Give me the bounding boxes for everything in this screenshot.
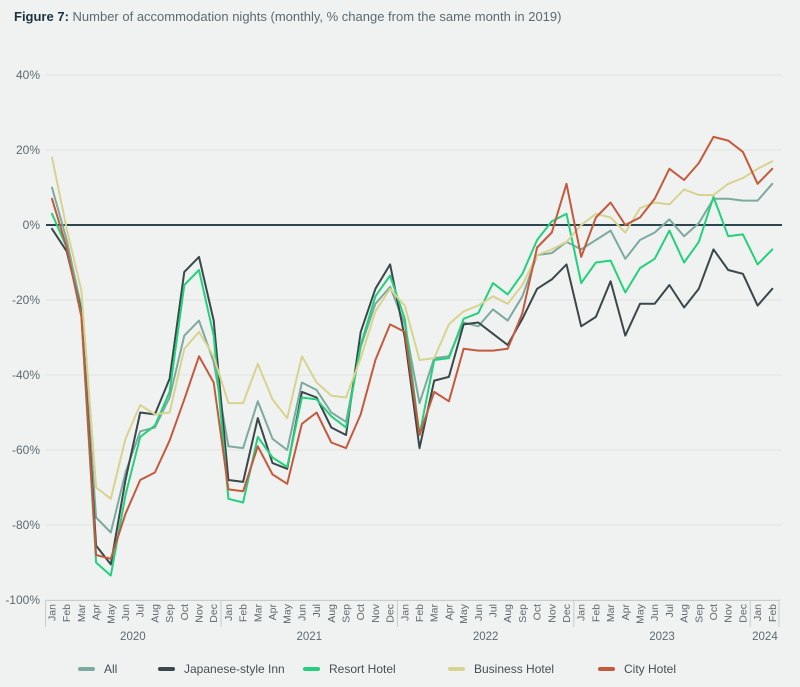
svg-text:Oct: Oct bbox=[708, 604, 720, 620]
svg-text:Aug: Aug bbox=[326, 604, 338, 623]
figure-title: Figure 7: Number of accommodation nights… bbox=[14, 8, 561, 26]
x-axis bbox=[45, 600, 780, 627]
svg-text:-40%: -40% bbox=[12, 368, 40, 382]
figure-label: Figure 7: bbox=[14, 9, 69, 24]
svg-text:Oct: Oct bbox=[179, 604, 191, 620]
series-lines bbox=[51, 135, 774, 577]
legend: All Japanese-style Inn Resort Hotel Busi… bbox=[0, 659, 800, 681]
svg-text:Feb: Feb bbox=[414, 604, 426, 622]
svg-text:Feb: Feb bbox=[767, 604, 779, 622]
resort-hotel-swatch-icon bbox=[303, 667, 320, 671]
figure-title-text: Number of accommodation nights (monthly,… bbox=[68, 9, 562, 24]
svg-text:-20%: -20% bbox=[12, 293, 40, 307]
svg-text:Sep: Sep bbox=[164, 604, 176, 623]
svg-text:2023: 2023 bbox=[649, 631, 675, 643]
month-labels: Jan Feb Mar Apr May Jun Jul Aug Sep Oct Nov Dec Jan F… bbox=[47, 603, 779, 624]
svg-text:Dec: Dec bbox=[561, 604, 573, 623]
svg-text:-60%: -60% bbox=[12, 443, 40, 457]
svg-text:Apr: Apr bbox=[443, 604, 455, 621]
svg-text:May: May bbox=[105, 603, 117, 624]
line-chart: 40%20%0%-20%-40%-60%-80%-100% Jan Feb Mar A… bbox=[5, 68, 782, 643]
japanese-style-inn-swatch-icon bbox=[158, 667, 175, 671]
svg-text:Jul: Jul bbox=[311, 604, 323, 617]
svg-text:Jan: Jan bbox=[223, 604, 235, 621]
legend-label: Resort Hotel bbox=[329, 662, 396, 676]
legend-label: Japanese-style Inn bbox=[184, 662, 285, 676]
svg-text:Dec: Dec bbox=[208, 604, 220, 623]
svg-text:Sep: Sep bbox=[341, 604, 353, 623]
svg-text:Jul: Jul bbox=[488, 604, 500, 617]
svg-text:2022: 2022 bbox=[473, 631, 499, 643]
svg-text:Mar: Mar bbox=[429, 604, 441, 623]
svg-text:Mar: Mar bbox=[76, 604, 88, 623]
svg-text:Jul: Jul bbox=[135, 604, 147, 617]
all-swatch-icon bbox=[78, 667, 95, 671]
svg-text:Mar: Mar bbox=[605, 604, 617, 623]
svg-text:2024: 2024 bbox=[752, 631, 778, 643]
svg-text:May: May bbox=[635, 603, 647, 624]
svg-text:Nov: Nov bbox=[723, 603, 735, 622]
svg-text:Apr: Apr bbox=[620, 604, 632, 621]
business-hotel-swatch-icon bbox=[448, 667, 465, 671]
legend-label: City Hotel bbox=[624, 662, 677, 676]
city-hotel-swatch-icon bbox=[598, 667, 615, 671]
svg-text:Jan: Jan bbox=[752, 604, 764, 621]
svg-text:May: May bbox=[458, 603, 470, 624]
svg-text:Apr: Apr bbox=[267, 604, 279, 621]
legend-item-city-hotel: City Hotel bbox=[598, 659, 676, 679]
svg-text:Aug: Aug bbox=[679, 604, 691, 623]
year-labels: 2020 2021 2022 2023 2024 bbox=[120, 631, 778, 643]
svg-text:Dec: Dec bbox=[385, 604, 397, 623]
svg-text:2020: 2020 bbox=[120, 631, 146, 643]
svg-text:Mar: Mar bbox=[252, 604, 264, 623]
legend-item-japanese-style-inn: Japanese-style Inn bbox=[158, 659, 285, 679]
svg-text:Jun: Jun bbox=[120, 604, 132, 621]
legend-label: Business Hotel bbox=[474, 662, 555, 676]
svg-text:0%: 0% bbox=[23, 218, 41, 232]
svg-text:Oct: Oct bbox=[355, 604, 367, 620]
svg-text:Feb: Feb bbox=[590, 604, 602, 622]
svg-text:Jun: Jun bbox=[296, 604, 308, 621]
svg-text:Nov: Nov bbox=[194, 603, 206, 622]
legend-item-business-hotel: Business Hotel bbox=[448, 659, 554, 679]
svg-text:Aug: Aug bbox=[502, 604, 514, 623]
svg-text:Jul: Jul bbox=[664, 604, 676, 617]
svg-text:Feb: Feb bbox=[61, 604, 73, 622]
svg-text:May: May bbox=[282, 603, 294, 624]
svg-text:Sep: Sep bbox=[693, 604, 705, 623]
svg-text:Aug: Aug bbox=[149, 604, 161, 623]
svg-text:Jan: Jan bbox=[576, 604, 588, 621]
svg-text:Jun: Jun bbox=[473, 604, 485, 621]
legend-item-resort-hotel: Resort Hotel bbox=[303, 659, 396, 679]
svg-text:Dec: Dec bbox=[737, 604, 749, 623]
svg-text:40%: 40% bbox=[16, 68, 40, 82]
svg-text:Apr: Apr bbox=[91, 604, 103, 621]
legend-item-all: All bbox=[78, 659, 117, 679]
svg-text:2021: 2021 bbox=[296, 631, 322, 643]
svg-text:Nov: Nov bbox=[546, 603, 558, 622]
svg-text:-80%: -80% bbox=[12, 518, 40, 532]
svg-text:Jan: Jan bbox=[399, 604, 411, 621]
legend-label: All bbox=[104, 662, 118, 676]
svg-text:Nov: Nov bbox=[370, 603, 382, 622]
svg-text:Jan: Jan bbox=[47, 604, 59, 621]
y-axis-labels: 40% 20% 0% -20% -40% -60% -80% -100% bbox=[5, 68, 40, 607]
svg-text:20%: 20% bbox=[16, 143, 40, 157]
svg-text:Sep: Sep bbox=[517, 604, 529, 623]
svg-text:Oct: Oct bbox=[532, 604, 544, 620]
svg-text:-100%: -100% bbox=[5, 593, 40, 607]
svg-text:Feb: Feb bbox=[238, 604, 250, 622]
svg-text:Jun: Jun bbox=[649, 604, 661, 621]
